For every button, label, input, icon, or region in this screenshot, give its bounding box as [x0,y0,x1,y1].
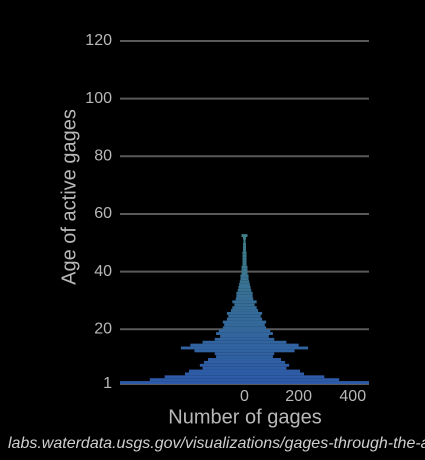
bar [232,300,257,304]
bar [226,311,263,315]
bar [237,288,252,292]
bar [242,251,247,255]
bar [224,323,265,327]
bar [218,329,271,333]
bar [222,320,267,324]
bar [180,346,309,350]
x-axis-label: Number of gages [168,406,321,428]
bar [190,343,299,347]
bar [184,372,305,376]
caption: labs.waterdata.usgs.gov/visualizations/g… [8,435,425,452]
bar [189,369,300,373]
bar [216,332,273,335]
bar [228,314,261,318]
bar [241,234,248,237]
bar [230,309,259,312]
bar [243,248,246,252]
bar [236,291,253,295]
bar [243,242,246,246]
x-tick-label: 0 [240,388,249,405]
y-tick-label: 100 [85,90,112,107]
bar [243,237,246,240]
bar [240,274,249,278]
bar [232,306,257,310]
bar [214,352,275,356]
y-tick-label: 20 [94,320,112,337]
bar [220,335,269,338]
y-axis-label: Age of active gages [58,109,80,285]
bar [203,360,286,364]
bar [234,303,255,307]
bar [243,245,246,249]
bar [242,254,247,258]
bar [194,349,295,353]
y-tick-label: 80 [94,148,112,165]
bar [202,340,287,344]
x-tick-label: 200 [285,388,312,405]
bar [207,358,282,361]
bar [241,268,248,272]
bar [216,355,273,359]
bar [238,286,251,289]
bar [241,271,248,275]
bar [239,280,250,284]
bar [149,378,340,382]
x-tick-label: 400 [339,388,366,405]
bar [199,363,290,367]
bar [243,239,246,243]
bar [235,297,254,301]
y-tick-label: 60 [94,205,112,222]
bar [164,375,325,379]
y-tick-label: 40 [94,263,112,280]
bar [120,381,369,384]
y-tick-label: 120 [85,32,112,49]
bar [222,326,267,330]
bar [242,257,247,261]
bar [241,265,248,269]
bar [240,277,249,281]
bar [236,294,253,298]
bar [239,283,250,286]
bar [226,317,263,321]
bar [242,262,247,266]
bar [214,337,275,341]
bar [202,366,287,370]
bar [242,260,247,263]
y-tick-label: 1 [103,375,112,392]
